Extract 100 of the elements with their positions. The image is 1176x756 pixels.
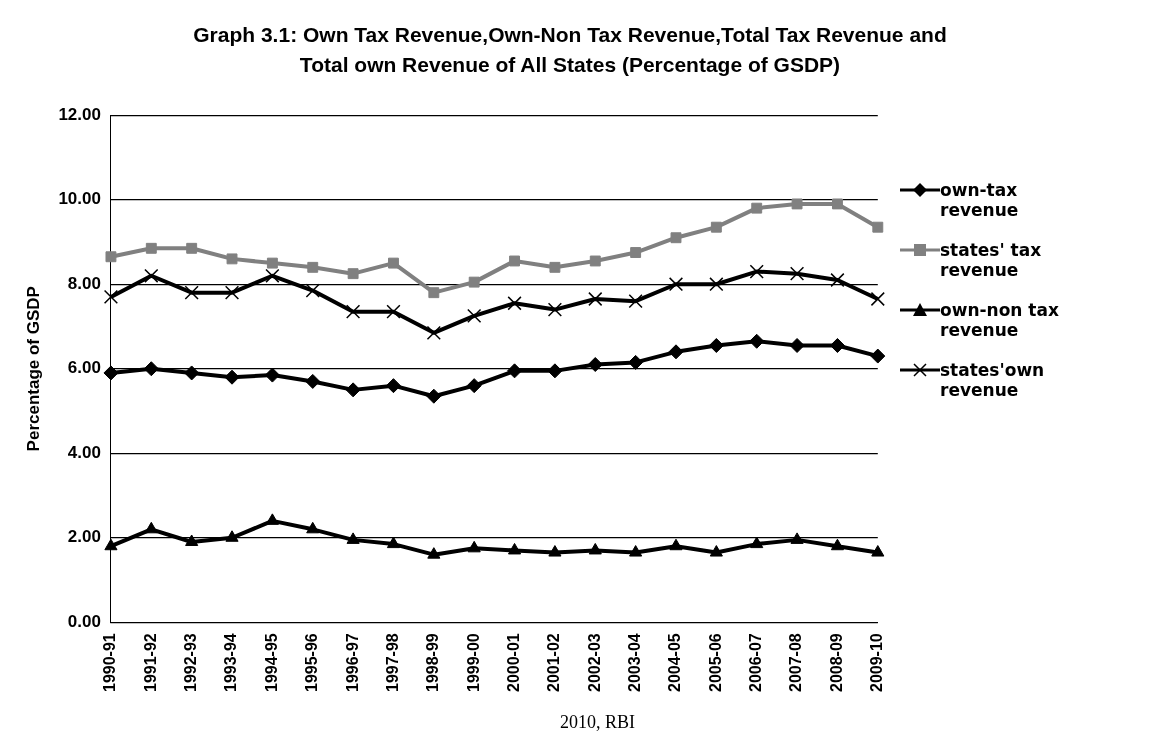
point bbox=[870, 291, 885, 307]
point bbox=[630, 247, 642, 258]
point bbox=[548, 545, 562, 557]
y-tick-label: 8.00 bbox=[67, 273, 101, 293]
legend-label: own-non tax revenue bbox=[940, 300, 1060, 340]
y-tick-label: 6.00 bbox=[67, 358, 101, 378]
x-tick-label: 1996-97 bbox=[343, 633, 361, 692]
point bbox=[305, 283, 320, 298]
point bbox=[870, 348, 886, 364]
x-tick-label: 1994-95 bbox=[262, 633, 280, 692]
x-tick-label: 2003-04 bbox=[626, 633, 644, 692]
x-tick-label: 1992-93 bbox=[182, 633, 200, 692]
point bbox=[509, 255, 520, 267]
point bbox=[385, 378, 401, 394]
point bbox=[427, 547, 441, 559]
point bbox=[428, 287, 440, 299]
legend-label: own-tax revenue bbox=[940, 180, 1020, 220]
x-tick-label: 2008-09 bbox=[827, 633, 845, 692]
point bbox=[507, 363, 523, 379]
point bbox=[386, 304, 401, 319]
point bbox=[588, 291, 603, 307]
point bbox=[347, 268, 359, 280]
x-tick-label: 1995-96 bbox=[303, 633, 321, 692]
point bbox=[791, 198, 803, 210]
point bbox=[547, 363, 563, 379]
point bbox=[749, 264, 764, 279]
point bbox=[790, 532, 804, 544]
point bbox=[388, 257, 399, 269]
point bbox=[668, 344, 684, 360]
point bbox=[467, 308, 482, 324]
point bbox=[386, 536, 401, 549]
point bbox=[184, 365, 200, 381]
point bbox=[708, 338, 724, 353]
point bbox=[264, 367, 280, 383]
x-tick-label: 1993-94 bbox=[222, 633, 240, 692]
x-tick-label: 1991-92 bbox=[141, 633, 159, 692]
point bbox=[305, 373, 321, 389]
x-tick-label: 2009-10 bbox=[868, 633, 886, 692]
point bbox=[628, 354, 644, 370]
point bbox=[709, 277, 724, 292]
y-tick-label: 0.00 bbox=[67, 611, 101, 631]
point bbox=[467, 540, 481, 553]
x-tick-label: 2004-05 bbox=[666, 633, 684, 692]
point bbox=[144, 268, 159, 283]
y-tick-label: 4.00 bbox=[67, 442, 101, 462]
chart-title: Graph 3.1: Own Tax Revenue,Own-Non Tax Revenue,Total Tax Revenue and Total own Revenue of All States (Percentage of GSDP) bbox=[192, 22, 948, 78]
point bbox=[831, 198, 843, 210]
point bbox=[224, 369, 240, 385]
point bbox=[587, 357, 603, 373]
text: 2010, RBI bbox=[560, 712, 636, 733]
point bbox=[346, 532, 360, 544]
point bbox=[184, 285, 199, 300]
point bbox=[588, 542, 602, 555]
point bbox=[186, 242, 198, 254]
point bbox=[105, 251, 117, 263]
x-tick-label: 2007-08 bbox=[787, 633, 805, 692]
point bbox=[789, 338, 805, 353]
x-tick-label: 2005-06 bbox=[706, 633, 724, 692]
point bbox=[265, 268, 280, 283]
point bbox=[145, 242, 157, 254]
point bbox=[628, 294, 643, 309]
point bbox=[750, 536, 764, 549]
point bbox=[307, 261, 319, 273]
point bbox=[670, 232, 682, 244]
point bbox=[872, 221, 884, 233]
x-tick-label: 2000-01 bbox=[504, 633, 522, 692]
y-axis-title: Percentage of GSDP bbox=[23, 286, 43, 452]
point bbox=[547, 302, 563, 317]
point bbox=[710, 221, 722, 233]
point bbox=[871, 545, 885, 557]
point bbox=[345, 304, 361, 319]
point bbox=[426, 325, 441, 340]
x-tick-label: 2001-02 bbox=[545, 633, 563, 692]
point bbox=[306, 521, 320, 534]
point bbox=[225, 530, 239, 542]
point bbox=[668, 277, 684, 292]
point bbox=[103, 365, 119, 381]
y-tick-label: 2.00 bbox=[67, 527, 101, 547]
x-tick-label: 1997-98 bbox=[383, 633, 401, 692]
point bbox=[144, 521, 158, 534]
point bbox=[103, 289, 119, 305]
point bbox=[507, 542, 522, 555]
y-tick-label: 10.00 bbox=[58, 189, 101, 209]
point bbox=[751, 202, 763, 214]
point bbox=[749, 333, 765, 349]
point bbox=[266, 257, 278, 269]
point bbox=[829, 338, 845, 353]
point bbox=[224, 285, 240, 300]
point bbox=[549, 261, 561, 273]
point bbox=[466, 378, 482, 394]
point bbox=[345, 382, 361, 398]
point bbox=[468, 276, 480, 288]
x-tick-label: 1998-99 bbox=[424, 633, 442, 692]
y-tick-label: 12.00 bbox=[58, 104, 101, 124]
point bbox=[104, 538, 118, 551]
point bbox=[669, 538, 683, 551]
point bbox=[709, 545, 723, 557]
x-tick-label: 1990-91 bbox=[101, 633, 119, 692]
point bbox=[830, 538, 844, 551]
x-tick-label: 1999-00 bbox=[464, 633, 482, 692]
